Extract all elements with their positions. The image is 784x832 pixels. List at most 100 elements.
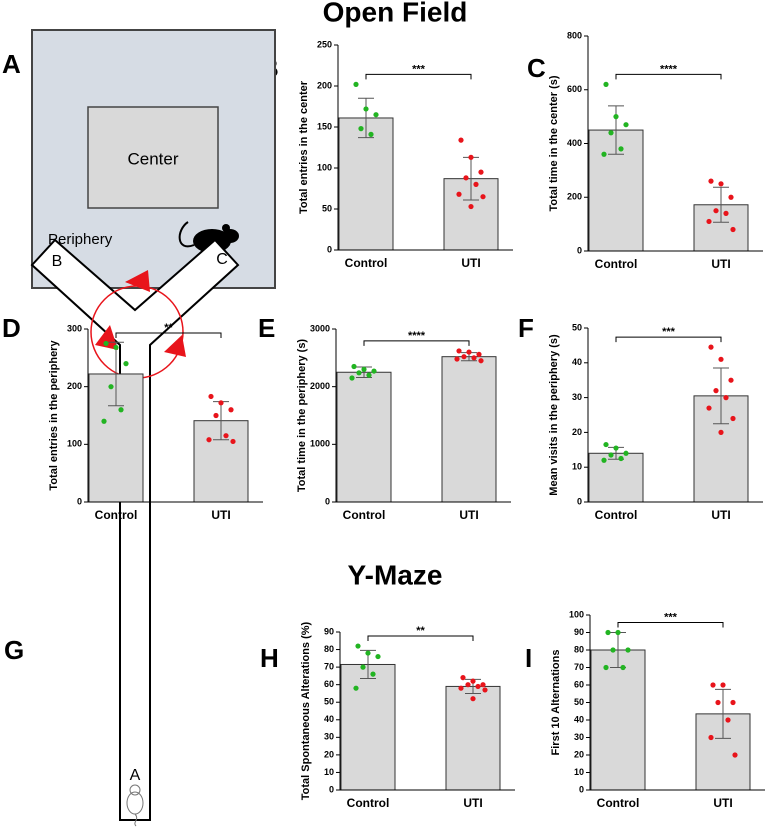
arm-label: A	[130, 767, 141, 784]
data-point	[470, 678, 476, 684]
x-tick-label: UTI	[713, 796, 732, 810]
data-point	[101, 418, 107, 424]
data-point	[208, 393, 214, 400]
zone-label: Periphery	[48, 231, 113, 248]
maze	[30, 238, 240, 821]
data-point	[113, 344, 119, 351]
panel-letter: C	[527, 53, 546, 83]
data-point	[476, 351, 482, 357]
x-tick-label: UTI	[459, 508, 478, 522]
data-point	[730, 415, 736, 422]
data-point	[613, 445, 619, 451]
data-point	[456, 348, 462, 354]
data-point	[349, 375, 355, 381]
data-point	[458, 137, 464, 143]
y-tick-label: 20	[574, 749, 584, 759]
significance-label: **	[164, 322, 173, 334]
data-point	[366, 372, 372, 378]
x-tick-label: Control	[347, 796, 390, 810]
y-tick-label: 50	[324, 697, 334, 707]
bar	[340, 663, 396, 791]
data-point	[706, 405, 712, 411]
data-point	[718, 356, 724, 362]
data-point	[361, 366, 367, 372]
data-point	[713, 208, 719, 214]
y-tick-label: 10	[324, 767, 334, 777]
data-point	[706, 218, 712, 225]
y-tick-label: 40	[572, 357, 582, 367]
data-point	[608, 130, 614, 136]
data-point	[613, 114, 619, 120]
panel-letter: E	[258, 313, 275, 343]
significance-bracket	[365, 73, 472, 80]
data-point	[475, 683, 481, 690]
significance-label: ***	[662, 326, 676, 338]
panel-letter: A	[2, 49, 21, 79]
data-point	[603, 81, 609, 87]
x-tick-label: Control	[345, 256, 388, 270]
y-tick-label: 20	[324, 749, 334, 759]
data-point	[458, 685, 464, 691]
data-point	[482, 687, 488, 693]
data-point	[468, 154, 474, 160]
x-tick-label: Control	[595, 508, 638, 522]
x-tick-label: Control	[343, 508, 386, 522]
data-point	[123, 361, 129, 367]
significance-bracket	[617, 622, 724, 628]
y-tick-label: 100	[317, 162, 332, 172]
y-tick-label: 50	[572, 322, 582, 332]
data-point	[228, 407, 234, 413]
data-point	[620, 664, 626, 671]
y-tick-label: 10	[572, 462, 582, 472]
arm-label: C	[216, 251, 228, 268]
y-tick-label: 600	[567, 84, 582, 94]
data-point	[353, 81, 359, 87]
data-point	[360, 664, 366, 670]
data-point	[363, 106, 369, 112]
bar	[445, 685, 501, 791]
significance-label: ****	[660, 63, 678, 75]
x-tick-label: Control	[595, 257, 638, 271]
section-title: Y-Maze	[348, 559, 443, 590]
y-tick-label: 60	[574, 679, 584, 689]
y-axis-label: First 10 Alternations	[550, 650, 562, 756]
data-point	[623, 450, 629, 456]
y-tick-label: 0	[329, 784, 334, 794]
data-point	[230, 438, 236, 445]
data-point	[708, 734, 714, 741]
data-point	[375, 653, 381, 660]
y-tick-label: 300	[67, 323, 82, 333]
data-point	[730, 699, 736, 706]
y-tick-label: 0	[327, 244, 332, 254]
y-tick-label: 50	[574, 697, 584, 707]
data-point	[618, 146, 624, 152]
mouse-icon	[126, 784, 144, 827]
data-point	[218, 400, 224, 406]
significance-bracket	[115, 332, 222, 338]
y-tick-label: 1000	[310, 439, 330, 449]
y-tick-label: 200	[567, 192, 582, 202]
y-axis-label: Total time in the center (s)	[548, 75, 560, 211]
y-tick-label: 3000	[310, 323, 330, 333]
data-point	[368, 131, 374, 137]
bar	[590, 649, 646, 791]
data-point	[465, 682, 471, 688]
y-tick-label: 60	[324, 679, 334, 689]
significance-bracket	[363, 340, 470, 346]
data-point	[478, 169, 484, 175]
zone-label: Center	[127, 149, 178, 168]
data-point	[461, 354, 467, 360]
data-point	[356, 370, 362, 376]
panel-letter: I	[525, 643, 532, 673]
x-tick-label: UTI	[463, 796, 482, 810]
y-axis-label: Total time in the periphery (s)	[296, 339, 308, 493]
y-tick-label: 0	[577, 245, 582, 255]
data-point	[715, 699, 721, 706]
y-tick-label: 30	[572, 392, 582, 402]
y-tick-label: 20	[572, 427, 582, 437]
y-axis-label: Total Spontaneous Alterations (%)	[300, 621, 312, 800]
y-tick-label: 0	[77, 496, 82, 506]
data-point	[118, 407, 124, 413]
bar	[336, 371, 392, 503]
